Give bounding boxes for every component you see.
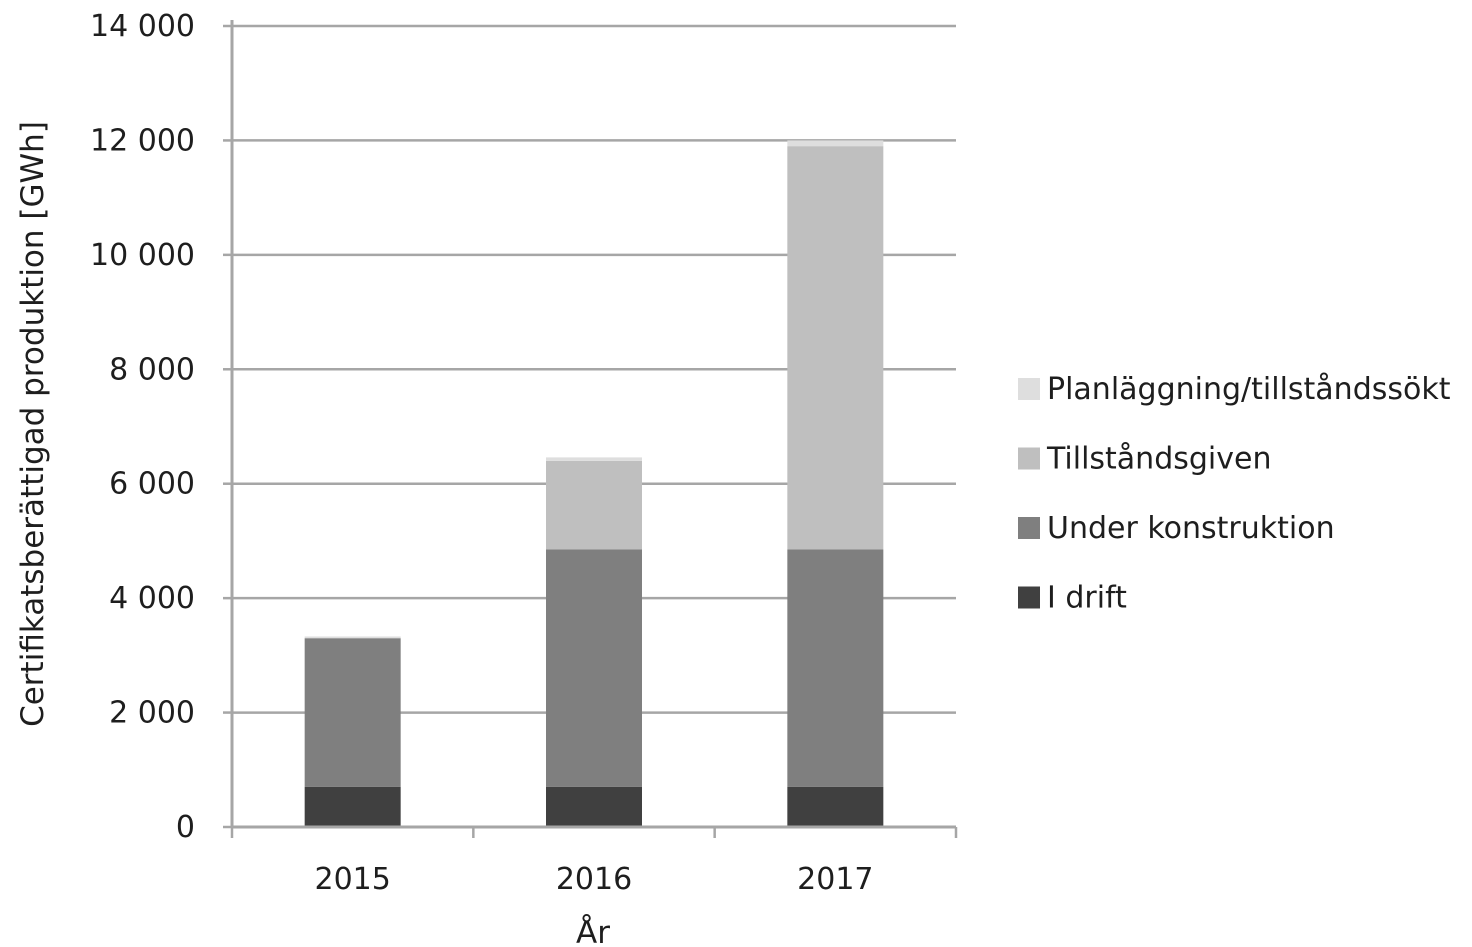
bar-segment xyxy=(546,786,642,827)
legend-label: I drift xyxy=(1047,581,1127,616)
bar-segment xyxy=(304,638,401,787)
legend-label: Planläggning/tillståndssökt xyxy=(1047,372,1451,407)
x-tick-label: 2015 xyxy=(314,862,390,897)
legend-swatch xyxy=(1018,517,1040,539)
bar-segment xyxy=(546,549,642,787)
y-tick-label: 10 000 xyxy=(90,238,195,273)
bars xyxy=(304,140,884,827)
y-tick-label: 2 000 xyxy=(109,696,195,731)
x-tick-labels: 2015 2016 2017 xyxy=(230,827,958,897)
x-tick-label: 2017 xyxy=(797,862,873,897)
legend-swatch xyxy=(1018,378,1040,400)
legend-label: Tillståndsgiven xyxy=(1046,442,1271,477)
y-tick-label: 6 000 xyxy=(109,467,195,502)
bar-segment xyxy=(787,549,884,787)
legend-swatch xyxy=(1018,586,1040,609)
bar-segment xyxy=(787,146,884,550)
bar-segment xyxy=(546,457,642,461)
y-tick-labels: 0 2 000 4 000 6 000 8 000 10 000 12 000 14 000 xyxy=(90,9,195,845)
x-axis-title: År xyxy=(576,915,610,947)
legend-swatch xyxy=(1018,447,1040,470)
y-axis-title: Certifikatsberättigad produktion [GWh] xyxy=(15,121,51,727)
legend-label: Under konstruktion xyxy=(1047,511,1335,546)
y-tick-label: 14 000 xyxy=(90,9,195,44)
bar-segment xyxy=(304,786,401,827)
axes xyxy=(230,20,956,829)
y-tick-label: 12 000 xyxy=(90,123,195,158)
bar-segment xyxy=(787,786,884,827)
bar-segment xyxy=(546,460,642,550)
y-tick-label: 8 000 xyxy=(109,352,195,387)
bar-segment xyxy=(304,636,401,639)
bar-segment xyxy=(787,140,884,147)
x-tick-label: 2016 xyxy=(556,862,632,897)
legend: Planläggning/tillståndssökt Tillståndsgiv… xyxy=(1018,372,1451,616)
y-tick-label: 4 000 xyxy=(109,581,195,616)
y-tick-label: 0 xyxy=(176,810,195,845)
